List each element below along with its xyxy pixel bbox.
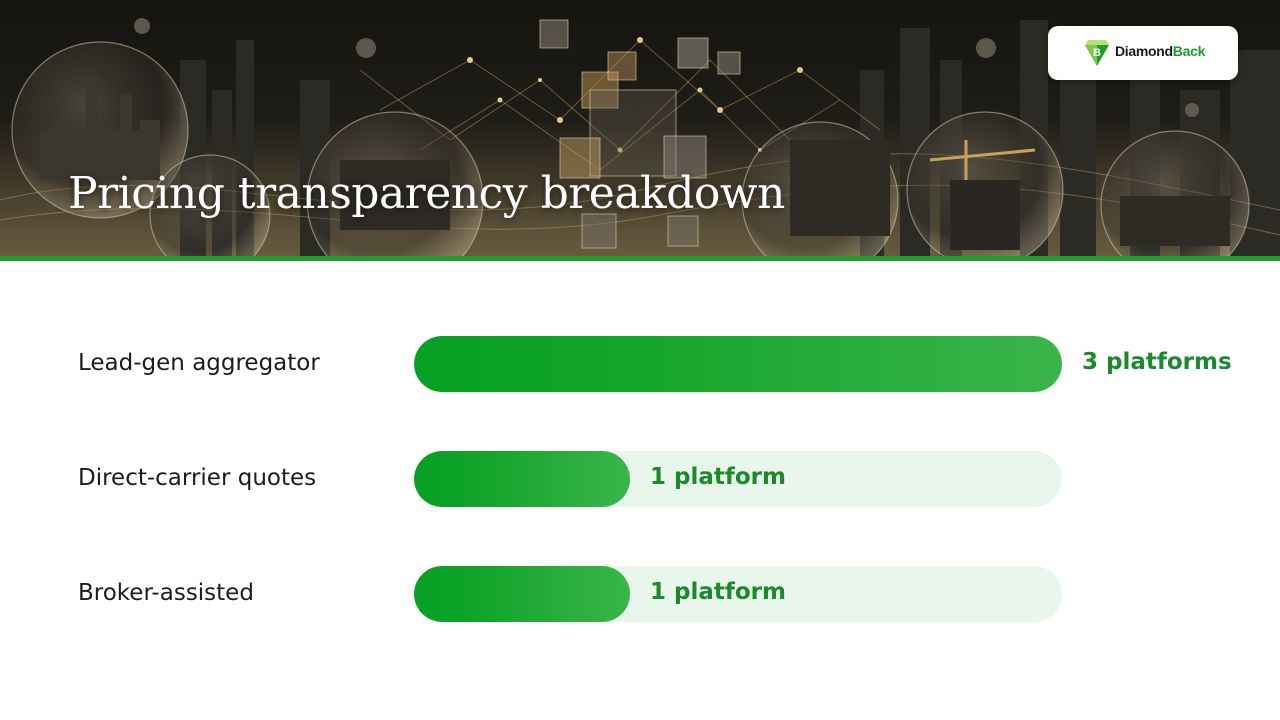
bar	[414, 451, 630, 507]
logo-brand-main: Diamond	[1115, 43, 1173, 59]
brand-logo: B DiamondBack	[1048, 26, 1238, 80]
data-label: 3 platforms	[1082, 349, 1232, 375]
bar-track	[414, 451, 1062, 507]
bar-row: Lead-gen aggregator 3 platforms	[0, 336, 1280, 392]
diamond-logo-icon: B	[1085, 40, 1109, 66]
logo-wordmark: DiamondBack	[1115, 43, 1205, 59]
category-label: Lead-gen aggregator	[78, 350, 320, 376]
bar-row: Broker-assisted 1 platform	[0, 566, 1280, 622]
bar-track	[414, 566, 1062, 622]
cityscape-illustration	[0, 18, 1280, 256]
logo-brand-accent: Back	[1172, 43, 1206, 59]
horizontal-bar-chart: Lead-gen aggregator 3 platforms Direct-car…	[0, 300, 1280, 660]
page-title: Pricing transparency breakdown	[68, 168, 785, 219]
category-label: Direct-carrier quotes	[78, 465, 317, 491]
data-label: 1 platform	[650, 579, 786, 605]
bar	[414, 566, 630, 622]
data-label: 1 platform	[650, 464, 786, 490]
bar	[414, 336, 1062, 392]
bar-track	[414, 336, 1062, 392]
header-divider	[0, 256, 1280, 261]
bar-row: Direct-carrier quotes 1 platform	[0, 451, 1280, 507]
logo-mark-letter: B	[1093, 47, 1101, 59]
header-banner: Pricing transparency breakdown B Diamond…	[0, 0, 1280, 256]
category-label: Broker-assisted	[78, 580, 254, 606]
